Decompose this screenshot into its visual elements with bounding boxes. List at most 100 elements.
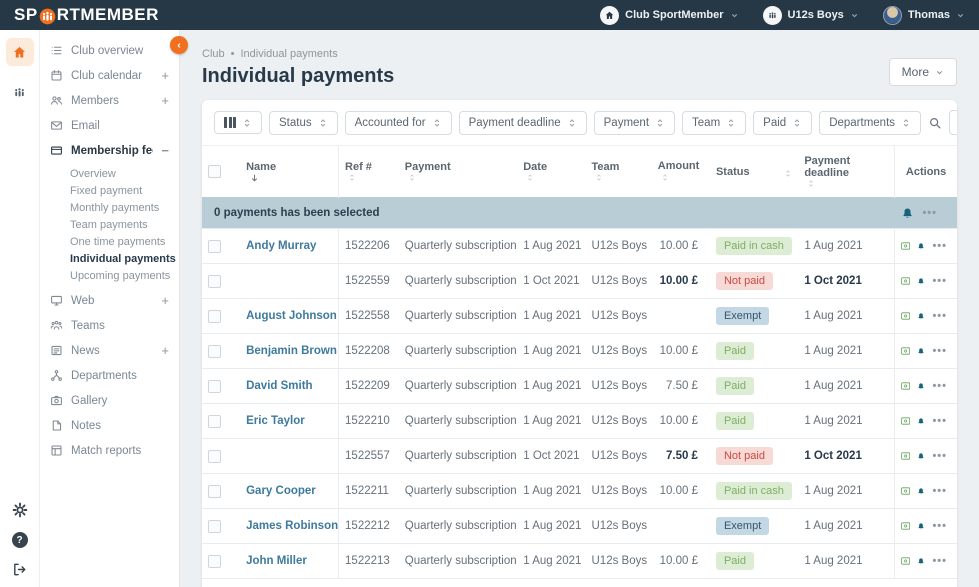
sidebar-item-membership-fee[interactable]: Membership fee − [40,138,179,163]
row-checkbox[interactable] [208,379,221,393]
reminder-bell-icon[interactable] [917,310,925,323]
team-switcher[interactable]: U12s Boys [762,5,859,25]
member-name-link[interactable]: James Robinson [246,520,339,532]
column-header-ref[interactable]: Ref # [338,145,399,198]
sidebar-item-gallery[interactable]: Gallery [40,388,179,413]
cash-payment-icon[interactable] [901,450,911,462]
row-menu-icon[interactable]: ••• [932,380,947,392]
club-switcher[interactable]: Club SportMember [600,5,738,25]
filter-paid[interactable]: Paid [753,110,813,135]
filter-payment[interactable]: Payment [593,110,676,135]
row-menu-icon[interactable]: ••• [932,240,947,252]
sidebar-item-news[interactable]: News + [40,338,179,363]
sidebar-item-departments[interactable]: Departments [40,363,179,388]
more-button[interactable]: More [888,58,957,86]
sidebar-collapse-button[interactable]: ‹ [170,36,188,54]
row-checkbox[interactable] [208,239,221,253]
column-header-payment[interactable]: Payment [398,145,518,198]
column-header-status[interactable]: Status [709,145,799,198]
row-checkbox[interactable] [208,344,221,358]
filter-payment-deadline[interactable]: Payment deadline [458,110,587,135]
column-header-team[interactable]: Team [585,145,652,198]
cash-payment-icon[interactable] [901,345,911,357]
reminder-bell-icon[interactable] [917,415,925,428]
reminder-bell-icon[interactable] [917,275,925,288]
reminder-bell-icon[interactable] [917,345,925,358]
row-menu-icon[interactable]: ••• [932,275,947,287]
sidebar-subitem-team-payments[interactable]: Team payments [70,218,148,231]
user-menu[interactable]: Thomas [882,5,965,25]
reminder-bell-icon[interactable] [917,240,925,253]
sidebar-subitem-fixed-payment[interactable]: Fixed payment [70,184,143,197]
sidebar-item-web[interactable]: Web + [40,288,179,313]
row-checkbox[interactable] [208,519,221,533]
expand-plus[interactable]: + [161,93,169,108]
help-icon[interactable]: ? [11,532,28,548]
row-menu-icon[interactable]: ••• [932,520,947,532]
member-name-link[interactable]: Gary Cooper [246,485,316,497]
filter-status[interactable]: Status [269,110,338,135]
member-name-link[interactable]: Andy Murray [246,240,317,252]
collapse-minus[interactable]: − [161,143,169,158]
sidebar-item-club-calendar[interactable]: Club calendar + [40,63,179,88]
sidebar-item-email[interactable]: Email [40,113,179,138]
cash-payment-icon[interactable] [901,310,911,322]
row-menu-icon[interactable]: ••• [932,345,947,357]
search-input[interactable] [949,110,957,135]
member-name-link[interactable]: Eric Taylor [246,415,305,427]
sidebar-subitem-overview[interactable]: Overview [70,167,116,180]
breadcrumb-club[interactable]: Club [202,48,225,60]
column-header-date[interactable]: Date [517,145,586,198]
sidebar-subitem-one-time-payments[interactable]: One time payments [70,235,166,248]
filter-departments[interactable]: Departments [819,110,922,135]
sidebar-item-members[interactable]: Members + [40,88,179,113]
sidebar-subitem-individual-payments[interactable]: Individual payments [70,252,176,265]
bulk-reminder-bell-icon[interactable] [901,207,914,220]
filter-team[interactable]: Team [682,110,747,135]
reminder-bell-icon[interactable] [917,450,925,463]
reminder-bell-icon[interactable] [917,520,925,533]
sportmember-logo[interactable]: SP RTMEMBER [14,5,159,25]
reminder-bell-icon[interactable] [917,555,925,568]
expand-plus[interactable]: + [161,68,169,83]
member-name-link[interactable]: David Smith [246,380,313,392]
row-menu-icon[interactable]: ••• [932,310,947,322]
row-checkbox[interactable] [208,309,221,323]
row-menu-icon[interactable]: ••• [932,555,947,567]
expand-plus[interactable]: + [161,343,169,358]
member-name-link[interactable]: Benjamin Brown [246,345,337,357]
filter-accounted-for[interactable]: Accounted for [344,110,452,135]
bulk-menu-icon[interactable]: ••• [922,207,937,219]
member-name-link[interactable]: August Johnson [246,310,337,322]
sidebar-subitem-upcoming-payments[interactable]: Upcoming payments [70,269,171,282]
cash-payment-icon[interactable] [901,555,911,567]
cash-payment-icon[interactable] [901,415,911,427]
sidebar-subitem-monthly-payments[interactable]: Monthly payments [70,201,160,214]
member-name-link[interactable]: John Miller [246,555,307,567]
column-settings-button[interactable] [214,111,262,134]
column-header-payment-deadline[interactable]: Payment deadline [798,145,895,198]
home-rail-button[interactable] [5,38,34,66]
sidebar-item-match-reports[interactable]: Match reports [40,438,179,463]
cash-payment-icon[interactable] [901,520,911,532]
expand-plus[interactable]: + [161,293,169,308]
column-header-amount[interactable]: Amount [651,145,710,198]
sidebar-item-teams[interactable]: Teams [40,313,179,338]
cash-payment-icon[interactable] [901,240,911,252]
row-checkbox[interactable] [208,414,221,428]
members-rail-button[interactable] [6,78,34,106]
logout-icon[interactable] [12,562,27,577]
row-menu-icon[interactable]: ••• [932,415,947,427]
row-checkbox[interactable] [208,274,221,288]
sidebar-item-notes[interactable]: Notes [40,413,179,438]
select-all-checkbox[interactable] [208,165,221,178]
sidebar-item-club-overview[interactable]: Club overview [40,38,179,63]
row-checkbox[interactable] [208,484,221,498]
row-checkbox[interactable] [208,449,221,463]
column-header-name[interactable]: Name [232,145,339,198]
row-menu-icon[interactable]: ••• [932,485,947,497]
row-menu-icon[interactable]: ••• [932,450,947,462]
reminder-bell-icon[interactable] [917,485,925,498]
reminder-bell-icon[interactable] [917,380,925,393]
row-checkbox[interactable] [208,554,221,568]
